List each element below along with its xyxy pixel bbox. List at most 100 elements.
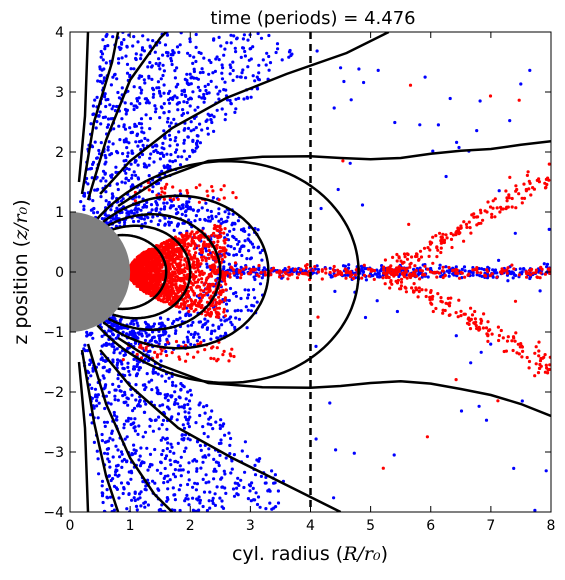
particle-point: [193, 149, 197, 153]
particle-point: [188, 243, 192, 247]
particle-point: [144, 101, 148, 105]
particle-point: [197, 244, 201, 248]
particle-point: [391, 255, 395, 259]
particle-point: [163, 379, 168, 383]
particle-point: [143, 259, 147, 263]
particle-point: [343, 273, 347, 277]
particle-point: [244, 305, 248, 309]
particle-point: [168, 449, 172, 454]
particle-point: [242, 485, 246, 490]
particle-point: [167, 133, 172, 137]
particle-point: [99, 73, 103, 77]
particle-point: [222, 422, 226, 426]
particle-point: [223, 314, 227, 318]
particle-point: [195, 339, 199, 343]
particle-point: [228, 452, 232, 456]
particle-point: [209, 331, 213, 336]
particle-point: [202, 283, 206, 287]
particle-point: [221, 220, 225, 224]
particle-point: [244, 265, 248, 269]
particle-point: [243, 49, 247, 54]
particle-point: [137, 424, 141, 428]
particle-point: [514, 184, 518, 188]
particle-point: [194, 509, 198, 512]
particle-point: [151, 39, 155, 43]
particle-point: [103, 406, 107, 411]
particle-point: [135, 321, 139, 325]
particle-point: [210, 185, 214, 189]
particle-point: [148, 260, 152, 264]
particle-point: [253, 277, 257, 282]
particle-point: [230, 266, 234, 270]
particle-point: [470, 313, 475, 317]
particle-point: [545, 262, 550, 266]
particle-point: [217, 198, 221, 202]
particle-point: [468, 269, 472, 273]
particle-point: [114, 388, 118, 392]
particle-point: [152, 322, 156, 326]
particle-point: [527, 187, 531, 191]
particle-point: [144, 488, 148, 492]
particle-point: [164, 437, 168, 441]
particle-point: [531, 271, 535, 275]
particle-point: [188, 54, 192, 58]
particle-point: [253, 79, 257, 83]
particle-point: [156, 372, 160, 376]
particle-point: [136, 177, 141, 181]
particle-point: [247, 233, 251, 237]
particle-point: [215, 243, 219, 247]
particle-point: [286, 269, 290, 273]
particle-point: [148, 116, 153, 121]
particle-point: [218, 496, 222, 500]
particle-point: [446, 296, 450, 300]
particle-point: [158, 392, 162, 396]
particle-point: [197, 403, 201, 407]
particle-point: [145, 446, 149, 450]
particle-point: [202, 405, 206, 409]
particle-point: [290, 272, 294, 276]
particle-point: [105, 447, 109, 451]
particle-point: [175, 143, 179, 147]
particle-point: [235, 36, 239, 40]
particle-point: [107, 370, 111, 374]
particle-point: [103, 213, 107, 217]
particle-point: [91, 160, 96, 164]
particle-point: [201, 323, 205, 327]
particle-point: [214, 215, 218, 219]
particle-point: [120, 42, 124, 46]
particle-point: [483, 209, 487, 213]
particle-point: [228, 268, 233, 272]
particle-point: [218, 426, 222, 431]
particle-point: [363, 315, 368, 320]
particle-point: [224, 282, 228, 286]
particle-point: [258, 282, 263, 286]
particle-point: [476, 215, 480, 219]
particle-point: [498, 210, 502, 214]
particle-point: [241, 37, 245, 41]
particle-point: [121, 491, 125, 496]
particle-point: [223, 296, 227, 300]
particle-point: [244, 76, 248, 80]
particle-point: [95, 120, 99, 124]
particle-point: [122, 426, 126, 430]
particle-point: [259, 270, 263, 275]
particle-point: [176, 402, 180, 406]
particle-point: [362, 273, 367, 277]
particle-point: [130, 173, 134, 177]
particle-point: [213, 270, 217, 274]
particle-point: [166, 474, 170, 478]
particle-point: [194, 421, 198, 425]
particle-point: [118, 47, 122, 52]
particle-point: [120, 180, 124, 184]
particle-point: [201, 460, 205, 464]
particle-point: [130, 149, 134, 153]
particle-point: [208, 490, 212, 494]
particle-point: [148, 127, 152, 131]
particle-point: [119, 379, 123, 383]
particle-point: [139, 148, 143, 152]
particle-point: [120, 56, 124, 60]
particle-point: [151, 371, 155, 375]
particle-point: [393, 120, 397, 125]
particle-point: [140, 346, 144, 350]
particle-point: [505, 339, 510, 343]
